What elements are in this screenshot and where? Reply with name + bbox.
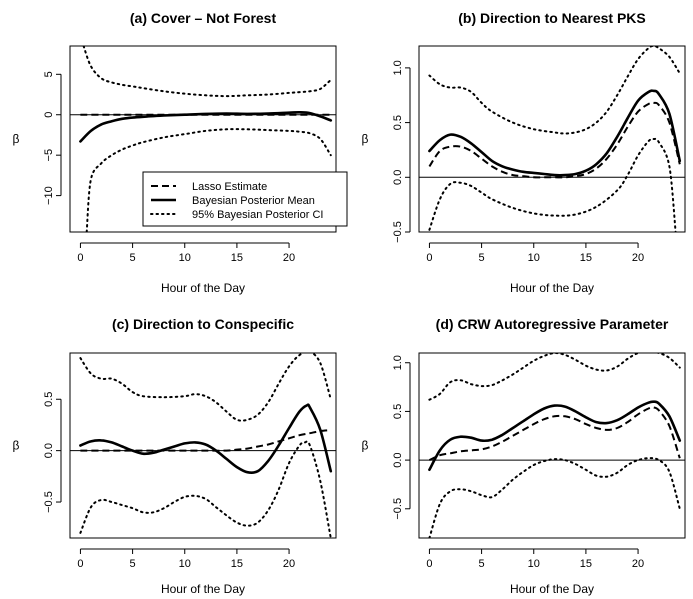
panel-b-title: (b) Direction to Nearest PKS (458, 10, 645, 26)
panel-d-x-tick-label: 0 (426, 558, 432, 570)
legend-label-lasso: Lasso Estimate (192, 181, 267, 193)
panel-b-x-tick-label: 5 (479, 252, 485, 264)
panel-b-x-tick-label: 20 (632, 252, 644, 264)
panel-c-y-tick-label: 0.0 (43, 443, 55, 458)
panel-b-x-tick-label: 10 (528, 252, 540, 264)
panel-d: (d) CRW Autoregressive Parameter 0 5 10 15 20… (362, 316, 686, 596)
panel-d-series-bayesian-posterior-mean (428, 400, 682, 472)
legend-label-ci: 95% Bayesian Posterior CI (192, 209, 323, 221)
panel-c-x-tick-label: 10 (179, 558, 191, 570)
panel-d-title: (d) CRW Autoregressive Parameter (436, 316, 669, 332)
panel-a-series-95-bayesian-posterior-ci-upper (82, 46, 332, 98)
panel-c: (c) Direction to Conspecific 0 5 10 15 20 Hour… (13, 316, 337, 596)
panel-a-x-tick-label: 20 (283, 252, 295, 264)
panel-d-series-95-bayesian-posterior-ci-lower (428, 457, 681, 538)
panel-b: (b) Direction to Nearest PKS 0 5 10 15 20 Hour… (362, 10, 686, 295)
panel-c-x-tick-label: 0 (77, 558, 83, 570)
panel-a-x-tick-label: 0 (77, 252, 83, 264)
legend: Lasso Estimate Bayesian Posterior Mean 9… (142, 171, 348, 227)
panel-d-y-tick-label: 0.5 (392, 404, 404, 419)
panel-d-series-95-bayesian-posterior-ci-upper (428, 353, 681, 401)
legend-label-mean: Bayesian Posterior Mean (192, 195, 315, 207)
panel-d-series-lasso-estimate (428, 406, 681, 462)
panel-d-plot-frame (418, 352, 686, 539)
panel-c-series-95-bayesian-posterior-ci-upper (79, 353, 332, 422)
panel-c-x-tick-label: 15 (231, 558, 243, 570)
panel-a: (a) Cover – Not Forest 0 5 10 15 20 Hour of th… (13, 10, 337, 295)
panel-c-x-axis-label: Hour of the Day (161, 582, 245, 596)
panel-d-y-axis-label: β (362, 439, 369, 453)
panel-d-y-tick-label: 0.0 (392, 452, 404, 467)
panel-a-y-tick-label: −10 (43, 186, 55, 205)
panel-a-y-tick-label: −5 (43, 149, 55, 162)
panel-b-y-axis-label: β (362, 132, 369, 146)
panel-b-y-tick-label: 0.5 (392, 115, 404, 130)
panel-b-series-95-bayesian-posterior-ci-lower (428, 137, 677, 232)
panel-d-y-tick-label: −0.5 (392, 498, 404, 520)
panel-b-series-bayesian-posterior-mean (428, 89, 682, 177)
panel-c-x-tick-label: 5 (130, 558, 136, 570)
panel-d-x-tick-label: 5 (479, 558, 485, 570)
panel-d-x-tick-label: 20 (632, 558, 644, 570)
panel-c-y-tick-label: 0.5 (43, 392, 55, 407)
panel-d-x-tick-label: 10 (528, 558, 540, 570)
panel-c-series-bayesian-posterior-mean (79, 403, 333, 474)
panel-b-series-95-bayesian-posterior-ci-upper (428, 46, 681, 135)
panel-c-y-axis-label: β (13, 439, 20, 453)
legend-box (142, 171, 348, 227)
panel-d-y-tick-label: 1.0 (392, 355, 404, 370)
panel-b-y-tick-label: −0.5 (392, 221, 404, 243)
panel-b-x-axis-label: Hour of the Day (510, 281, 594, 295)
panel-a-y-axis-label: β (13, 132, 20, 146)
panel-b-plot-frame (418, 45, 686, 233)
panel-c-x-tick-label: 20 (283, 558, 295, 570)
panel-c-series-lasso-estimate (80, 429, 331, 452)
panel-a-y-tick-label: 5 (43, 71, 55, 77)
panel-b-x-tick-label: 15 (580, 252, 592, 264)
panel-c-series-95-bayesian-posterior-ci-lower (79, 440, 332, 538)
panel-b-series-lasso-estimate (428, 101, 681, 179)
panel-d-x-axis-label: Hour of the Day (510, 582, 594, 596)
panel-b-x-tick-label: 0 (426, 252, 432, 264)
panel-b-y-tick-label: 0.0 (392, 170, 404, 185)
panel-a-series-95-bayesian-posterior-ci-lower (85, 128, 332, 232)
panel-c-plot-frame (69, 352, 337, 539)
panel-d-x-tick-label: 15 (580, 558, 592, 570)
panel-b-y-tick-label: 1.0 (392, 60, 404, 75)
panel-a-title: (a) Cover – Not Forest (130, 10, 277, 26)
panel-a-series-bayesian-posterior-mean (79, 110, 333, 143)
panel-a-x-axis-label: Hour of the Day (161, 281, 245, 295)
panel-a-plot-frame (69, 45, 337, 233)
panel-a-x-tick-label: 15 (231, 252, 243, 264)
panel-a-x-tick-label: 5 (130, 252, 136, 264)
panel-c-y-tick-label: −0.5 (43, 491, 55, 513)
panel-a-x-tick-label: 10 (179, 252, 191, 264)
panel-c-title: (c) Direction to Conspecific (112, 316, 294, 332)
panel-a-y-tick-label: 0 (43, 112, 55, 118)
